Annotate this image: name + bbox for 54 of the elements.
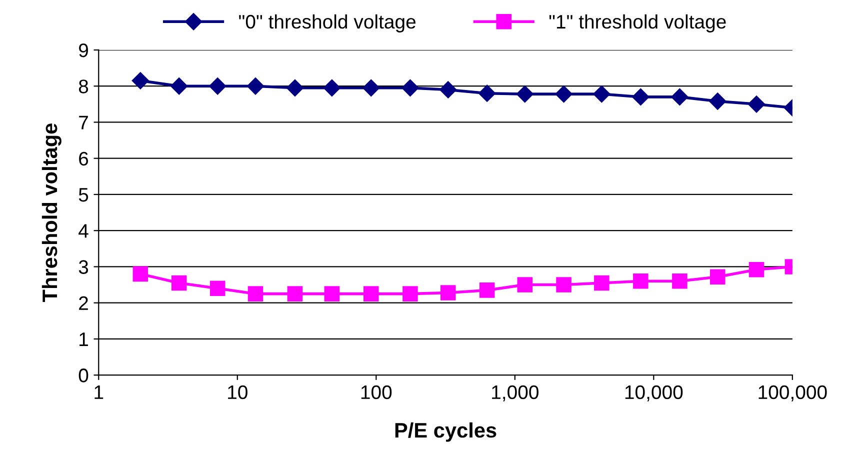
point: [248, 286, 264, 302]
point: [594, 275, 610, 291]
point: [633, 274, 648, 289]
point: [286, 79, 304, 96]
point: [709, 92, 726, 110]
point: [632, 88, 650, 106]
point: [710, 269, 726, 284]
y-tick-label: 0: [78, 368, 88, 382]
point: [402, 79, 419, 96]
point: [555, 86, 572, 103]
legend-label: "0" threshold voltage: [239, 14, 416, 32]
x-tick-label: 10: [228, 385, 248, 400]
point: [132, 72, 149, 90]
point: [748, 96, 766, 113]
x-tick-label: 1,000: [492, 385, 538, 402]
point: [324, 286, 340, 302]
point: [132, 266, 148, 282]
y-tick-label: 4: [78, 224, 88, 238]
point: [671, 88, 688, 106]
y-tick-label: 9: [79, 43, 88, 58]
point: [170, 78, 188, 95]
y-tick-label: 7: [79, 116, 88, 130]
point: [479, 282, 495, 298]
y-tick-label: 6: [79, 152, 88, 166]
point: [440, 81, 457, 98]
point: [556, 277, 572, 292]
point: [440, 285, 456, 300]
point: [287, 286, 303, 302]
x-axis-title: P/E cycles: [395, 422, 496, 442]
x-tick-label: 100,000: [758, 385, 827, 402]
point: [246, 78, 264, 95]
point: [171, 275, 187, 291]
point: [748, 262, 764, 278]
point: [402, 286, 418, 302]
point: [478, 84, 496, 102]
point: [593, 86, 610, 103]
point: [363, 286, 379, 302]
y-tick-label: 1: [80, 332, 88, 346]
point: [362, 79, 380, 96]
point: [517, 277, 533, 292]
x-tick-label: 100: [361, 385, 392, 400]
point: [672, 274, 688, 289]
y-axis-title: Threshold voltage: [42, 124, 62, 302]
x-tick-label: 1: [94, 386, 104, 399]
y-tick-label: 8: [78, 80, 88, 94]
point: [516, 86, 534, 103]
y-tick-label: 5: [78, 188, 88, 202]
y-tick-label: 2: [79, 296, 88, 310]
legend-label: "1" threshold voltage: [549, 14, 726, 32]
y-tick-label: 3: [78, 260, 88, 274]
point: [209, 78, 226, 95]
point: [323, 79, 340, 96]
point: [210, 280, 226, 296]
x-tick-label: 10,000: [625, 385, 683, 402]
